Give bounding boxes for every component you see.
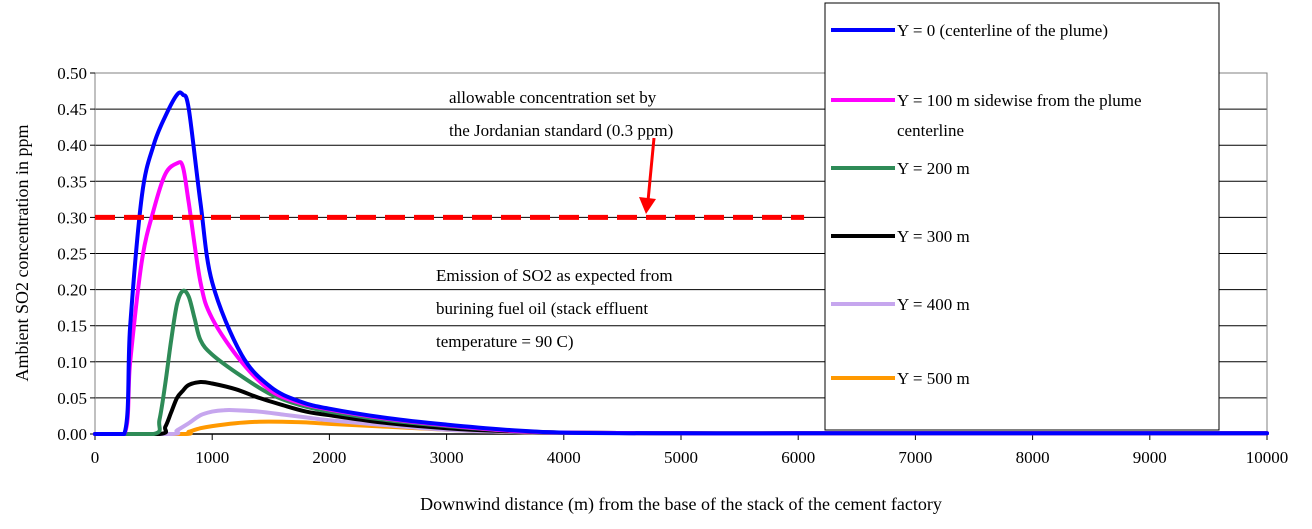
y-tick-label: 0.20	[57, 281, 87, 300]
annotation-arrow-head	[639, 197, 656, 214]
y-tick-label: 0.00	[57, 425, 87, 444]
legend-items: Y = 0 (centerline of the plume) Y = 100 m…	[831, 21, 1142, 388]
annotation-standard-line2: the Jordanian standard (0.3 ppm)	[449, 121, 673, 140]
legend-label: Y = 100 m sidewise from the plume	[897, 91, 1142, 110]
y-tick-label: 0.25	[57, 245, 87, 264]
y-tick-label: 0.50	[57, 64, 87, 83]
legend-label: Y = 300 m	[897, 227, 970, 246]
annotation-emission-line2: burining fuel oil (stack effluent	[436, 299, 648, 318]
annotation-standard-line1: allowable concentration set by	[449, 88, 657, 107]
annotation-emission-line1: Emission of SO2 as expected from	[436, 266, 673, 285]
y-tick-label: 0.10	[57, 353, 87, 372]
x-tick-label: 0	[91, 448, 100, 467]
y-tick-label: 0.15	[57, 317, 87, 336]
annotation-emission-line3: temperature = 90 C)	[436, 332, 574, 351]
annotation-arrow-shaft	[646, 137, 656, 202]
legend-label: Y = 500 m	[897, 369, 970, 388]
legend-box	[824, 2, 1220, 431]
x-tick-label: 4000	[547, 448, 581, 467]
y-tick-label: 0.40	[57, 136, 87, 155]
x-tick-label: 2000	[312, 448, 346, 467]
x-tick-label: 7000	[898, 448, 932, 467]
y-axis-label: Ambient SO2 concentration in ppm	[12, 125, 32, 382]
x-tick-label: 6000	[781, 448, 815, 467]
y-axis-ticks: 0.00 0.05 0.10 0.15 0.20 0.25 0.30 0.35 0.40 0.45…	[57, 64, 95, 444]
series-line-0	[93, 90, 1269, 436]
x-tick-label: 10000	[1246, 448, 1289, 467]
legend-label: Y = 400 m	[897, 295, 970, 314]
legend-label: centerline	[897, 121, 964, 140]
y-tick-label: 0.45	[57, 100, 87, 119]
series-lines	[93, 90, 1269, 437]
y-tick-label: 0.30	[57, 208, 87, 227]
x-tick-label: 3000	[430, 448, 464, 467]
x-tick-label: 5000	[664, 448, 698, 467]
legend-label: Y = 0 (centerline of the plume)	[897, 21, 1108, 40]
x-tick-label: 8000	[1016, 448, 1050, 467]
legend-label: Y = 200 m	[897, 159, 970, 178]
x-tick-label: 1000	[195, 448, 229, 467]
x-axis-ticks: 0 1000 2000 3000 4000 5000 6000 7000 8000 9000 100…	[91, 433, 1289, 467]
x-axis-label: Downwind distance (m) from the base of t…	[420, 494, 942, 515]
y-tick-label: 0.35	[57, 172, 87, 191]
x-tick-label: 9000	[1133, 448, 1167, 467]
legend: Y = 0 (centerline of the plume) Y = 100 m…	[824, 2, 1220, 431]
y-tick-label: 0.05	[57, 389, 87, 408]
